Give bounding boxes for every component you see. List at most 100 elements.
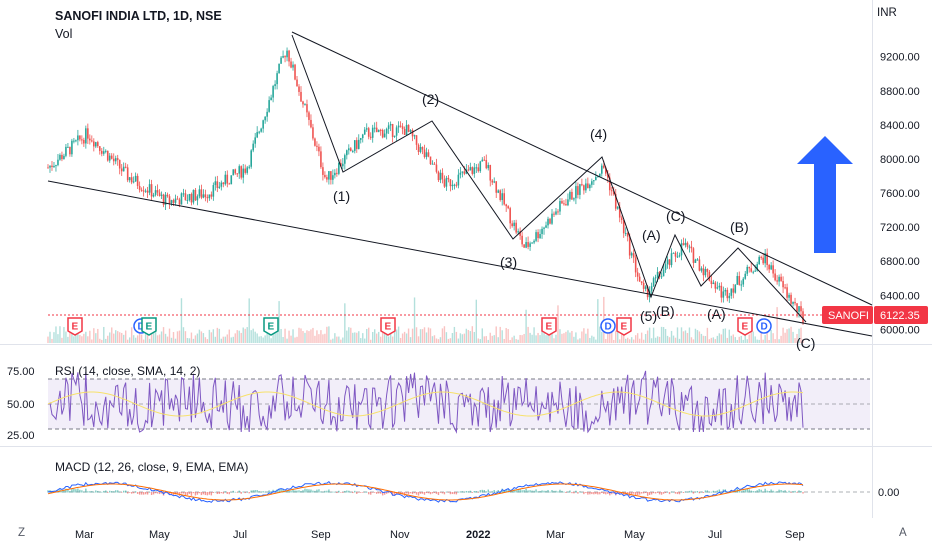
volume-bar bbox=[654, 337, 657, 343]
earnings-marker[interactable]: E bbox=[616, 317, 632, 336]
volume-bar bbox=[447, 338, 450, 343]
macd-hist-bar bbox=[294, 490, 296, 493]
candle-body bbox=[196, 196, 199, 201]
candle-body bbox=[73, 140, 75, 142]
candle-body bbox=[632, 253, 635, 258]
macd-hist-bar bbox=[511, 490, 513, 493]
volume-bar bbox=[252, 328, 254, 343]
candle-body bbox=[399, 125, 402, 127]
candlesticks[interactable] bbox=[47, 47, 804, 325]
earnings-marker[interactable]: E bbox=[380, 317, 396, 336]
macd-hist-bar bbox=[770, 489, 772, 493]
candle-body bbox=[71, 140, 73, 155]
macd-hist-bar bbox=[495, 491, 497, 493]
volume-bar bbox=[710, 337, 713, 343]
elliott-wave-path[interactable] bbox=[291, 34, 807, 323]
macd-hist-bar bbox=[435, 492, 438, 494]
volume-bar bbox=[595, 339, 597, 343]
volume-bar bbox=[521, 335, 523, 343]
volume-bar bbox=[794, 338, 796, 343]
zoom-button[interactable]: Z bbox=[18, 527, 26, 539]
macd-hist-bar bbox=[214, 491, 217, 493]
auto-scale-button[interactable]: A bbox=[899, 527, 907, 539]
macd-hist-bar bbox=[244, 492, 246, 494]
candle-body bbox=[467, 169, 470, 171]
macd-hist-bar bbox=[383, 492, 386, 495]
volume-bar bbox=[609, 327, 611, 343]
volume-bar bbox=[304, 332, 306, 343]
macd-hist-bar bbox=[385, 492, 388, 494]
candle-body bbox=[284, 56, 286, 58]
macd-hist-bar bbox=[485, 491, 487, 493]
upper-trendline[interactable] bbox=[291, 31, 873, 306]
macd-hist-bar bbox=[539, 490, 541, 493]
macd-title[interactable]: MACD (12, 26, close, 9, EMA, EMA) bbox=[55, 460, 249, 474]
candle-body bbox=[136, 175, 139, 186]
volume-bar bbox=[49, 331, 51, 343]
macd-hist-bar bbox=[656, 492, 659, 493]
macd-hist-bar bbox=[630, 492, 633, 495]
macd-hist-bar bbox=[93, 491, 95, 493]
macd-hist-bar bbox=[437, 492, 440, 496]
volume-bar bbox=[611, 330, 613, 343]
macd-hist-bar bbox=[77, 488, 79, 493]
rsi-title[interactable]: RSI (14, close, SMA, 14, 2) bbox=[55, 364, 201, 378]
macd-hist-bar bbox=[589, 492, 591, 495]
candle-body bbox=[774, 273, 776, 281]
volume-bar bbox=[553, 338, 555, 343]
candle-body bbox=[226, 174, 229, 184]
price-tick: 6000.00 bbox=[880, 324, 920, 336]
volume-bar bbox=[473, 331, 476, 343]
volume-bar bbox=[798, 328, 800, 343]
volume-bar bbox=[338, 336, 340, 343]
volume-bar bbox=[385, 334, 388, 343]
macd-hist-bar bbox=[708, 491, 711, 493]
volume-bar bbox=[184, 331, 187, 343]
candle-body bbox=[150, 184, 153, 197]
symbol-title[interactable]: SANOFI INDIA LTD, 1D, NSE bbox=[55, 9, 222, 23]
macd-hist-bar bbox=[128, 492, 131, 493]
macd-hist-bar bbox=[752, 491, 754, 493]
volume-bar bbox=[330, 339, 332, 343]
candle-body bbox=[276, 73, 278, 85]
volume-bar bbox=[589, 337, 591, 343]
volume-bar bbox=[768, 339, 770, 343]
volume-bar bbox=[246, 327, 248, 343]
volume-bar bbox=[615, 330, 617, 343]
volume-bar bbox=[123, 334, 125, 343]
volume-label[interactable]: Vol bbox=[55, 27, 73, 41]
candle-body bbox=[411, 129, 414, 137]
macd-hist-bar bbox=[124, 490, 127, 493]
earnings-marker[interactable]: E bbox=[737, 317, 753, 336]
volume-bar bbox=[758, 339, 760, 343]
volume-bar bbox=[186, 337, 189, 343]
volume-bar bbox=[152, 327, 155, 343]
volume-bar bbox=[244, 328, 246, 343]
volume-bar bbox=[362, 333, 364, 343]
earnings-marker[interactable]: E bbox=[541, 317, 557, 336]
volume-bar bbox=[491, 335, 493, 343]
macd-hist-bar bbox=[61, 490, 63, 493]
earnings-marker[interactable]: E bbox=[263, 317, 279, 336]
candle-body bbox=[116, 158, 119, 160]
earnings-marker[interactable]: E bbox=[67, 317, 83, 336]
lower-trendline[interactable] bbox=[47, 180, 873, 337]
macd-hist-bar bbox=[762, 491, 764, 493]
earnings-marker[interactable]: E bbox=[141, 317, 157, 336]
macd-hist-bar bbox=[696, 491, 699, 493]
currency-label: INR bbox=[877, 7, 897, 19]
macd-hist-bar bbox=[690, 490, 693, 493]
volume-bar bbox=[228, 329, 230, 343]
dividend-marker[interactable]: D bbox=[756, 318, 772, 334]
candle-body bbox=[156, 190, 159, 193]
candle-body bbox=[65, 146, 67, 156]
candle-body bbox=[726, 289, 729, 299]
volume-bar bbox=[682, 331, 685, 343]
volume-bar bbox=[132, 335, 135, 343]
volume-bar bbox=[780, 335, 782, 343]
dividend-marker[interactable]: D bbox=[600, 318, 616, 334]
candle-body bbox=[417, 144, 420, 152]
macd-hist-bar bbox=[535, 489, 537, 493]
